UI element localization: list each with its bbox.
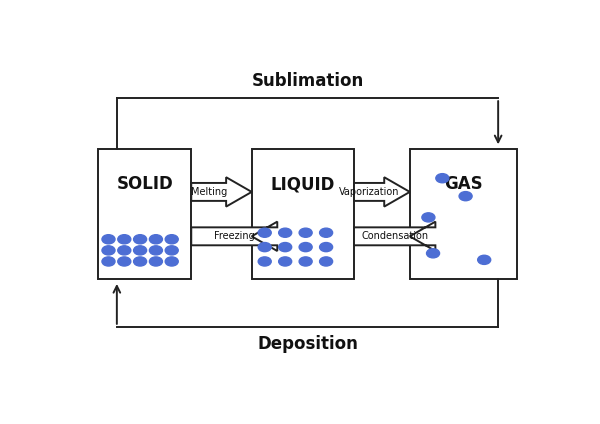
Circle shape bbox=[102, 257, 115, 266]
Circle shape bbox=[299, 257, 312, 266]
Circle shape bbox=[320, 228, 332, 237]
Circle shape bbox=[299, 243, 312, 252]
Text: Sublimation: Sublimation bbox=[251, 72, 364, 90]
Circle shape bbox=[258, 228, 271, 237]
Circle shape bbox=[165, 257, 178, 266]
Circle shape bbox=[165, 246, 178, 255]
Circle shape bbox=[320, 257, 332, 266]
Circle shape bbox=[258, 243, 271, 252]
Polygon shape bbox=[191, 222, 277, 251]
Circle shape bbox=[118, 257, 131, 266]
Text: Condensation: Condensation bbox=[361, 232, 428, 241]
Circle shape bbox=[278, 243, 292, 252]
Circle shape bbox=[320, 243, 332, 252]
Circle shape bbox=[102, 235, 115, 244]
Bar bbox=[410, 149, 517, 279]
Text: Freezing: Freezing bbox=[214, 232, 254, 241]
Circle shape bbox=[118, 235, 131, 244]
Circle shape bbox=[134, 257, 146, 266]
Text: LIQUID: LIQUID bbox=[271, 175, 335, 193]
Polygon shape bbox=[191, 177, 252, 206]
Circle shape bbox=[149, 257, 163, 266]
Circle shape bbox=[478, 255, 491, 265]
Bar bbox=[252, 149, 354, 279]
Circle shape bbox=[102, 246, 115, 255]
Text: Vaporization: Vaporization bbox=[339, 187, 400, 197]
Circle shape bbox=[459, 192, 472, 201]
Polygon shape bbox=[354, 222, 436, 251]
Circle shape bbox=[422, 213, 435, 222]
Polygon shape bbox=[354, 177, 410, 206]
Circle shape bbox=[436, 174, 449, 183]
Circle shape bbox=[134, 246, 146, 255]
Circle shape bbox=[149, 235, 163, 244]
Bar bbox=[98, 149, 191, 279]
Circle shape bbox=[118, 246, 131, 255]
Text: Deposition: Deposition bbox=[257, 335, 358, 353]
Circle shape bbox=[427, 249, 440, 258]
Text: Melting: Melting bbox=[191, 187, 227, 197]
Text: SOLID: SOLID bbox=[116, 175, 173, 193]
Circle shape bbox=[134, 235, 146, 244]
Circle shape bbox=[258, 257, 271, 266]
Circle shape bbox=[299, 228, 312, 237]
Text: GAS: GAS bbox=[444, 175, 482, 193]
Circle shape bbox=[149, 246, 163, 255]
Circle shape bbox=[278, 257, 292, 266]
Circle shape bbox=[278, 228, 292, 237]
Circle shape bbox=[165, 235, 178, 244]
